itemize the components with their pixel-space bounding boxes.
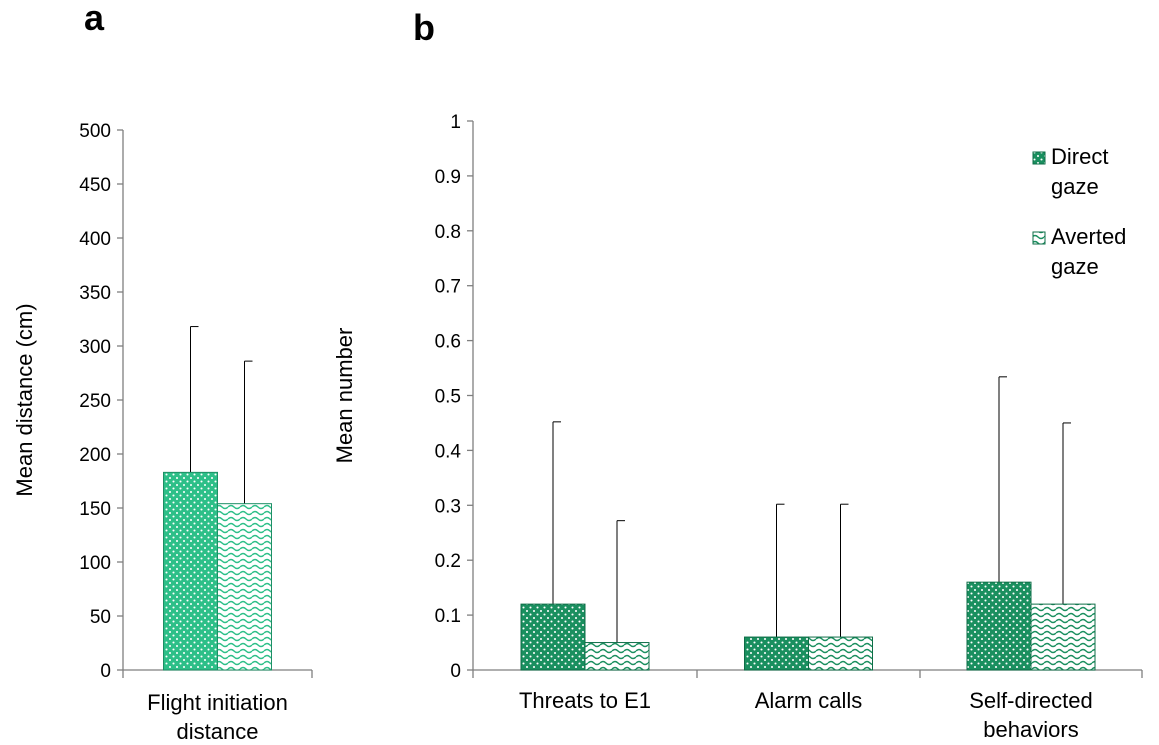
y-tick-label: 350 [79, 283, 111, 304]
bar-flight-initiation-distance-series-2 [217, 503, 272, 671]
bar-self-directed-behaviors-averted-gaze [1030, 603, 1096, 671]
x-category-label: distance [177, 719, 259, 744]
y-tick-label: 50 [90, 607, 111, 628]
y-tick-label: 0.9 [435, 167, 461, 188]
legend-label: Direct [1051, 144, 1108, 169]
legend-label: Averted [1051, 224, 1126, 249]
y-tick-label: 150 [79, 499, 111, 520]
panel-a-label: a [84, 0, 105, 38]
y-tick-label: 400 [79, 229, 111, 250]
y-tick-label: 0.2 [435, 551, 461, 572]
y-tick-label: 250 [79, 391, 111, 412]
panel-b-label: b [413, 7, 435, 48]
x-category-label: Threats to E1 [519, 688, 651, 713]
x-category-label: Flight initiation [147, 690, 288, 715]
y-axis-title: Mean number [332, 328, 357, 464]
y-tick-label: 100 [79, 553, 111, 574]
y-tick-label: 500 [79, 121, 111, 142]
legend-label: gaze [1051, 174, 1099, 199]
chart-b: 0 0.1 0.2 0.3 0.4 0.5 0.6 0.7 0.8 0.9 1 Mean number… [332, 112, 1143, 742]
y-tick-label: 1 [450, 112, 461, 133]
y-tick-label: 0.3 [435, 496, 461, 517]
bar-self-directed-behaviors-direct-gaze [966, 581, 1032, 671]
y-tick-label: 0 [100, 661, 111, 682]
y-axis-title: Mean distance (cm) [12, 303, 37, 496]
bar-flight-initiation-distance-series-1 [163, 471, 218, 671]
chart-a: 0 50 100 150 200 250 300 350 400 450 500 Mean dista… [12, 121, 313, 744]
y-tick-label: 0.8 [435, 222, 461, 243]
x-category-label: Alarm calls [755, 688, 863, 713]
x-category-label: Self-directed [969, 688, 1093, 713]
x-category-label: behaviors [983, 717, 1078, 742]
y-tick-label: 0.7 [435, 277, 461, 298]
y-tick-label: 0 [450, 661, 461, 682]
y-tick-label: 300 [79, 337, 111, 358]
y-tick-label: 200 [79, 445, 111, 466]
bar-threats-to-e1-direct-gaze [520, 603, 586, 671]
y-tick-label: 0.1 [435, 606, 461, 627]
bar-threats-to-e1-averted-gaze [584, 642, 650, 671]
y-tick-label: 0.4 [435, 441, 462, 462]
y-tick-label: 0.5 [435, 387, 461, 408]
legend-label: gaze [1051, 254, 1099, 279]
y-tick-label: 450 [79, 175, 111, 196]
legend-swatch-direct-gaze [1032, 151, 1046, 165]
y-tick-label: 0.6 [435, 332, 461, 353]
legend-swatch-averted-gaze [1032, 231, 1046, 245]
bar-alarm-calls-averted-gaze [808, 636, 873, 671]
bar-alarm-calls-direct-gaze [744, 636, 809, 671]
